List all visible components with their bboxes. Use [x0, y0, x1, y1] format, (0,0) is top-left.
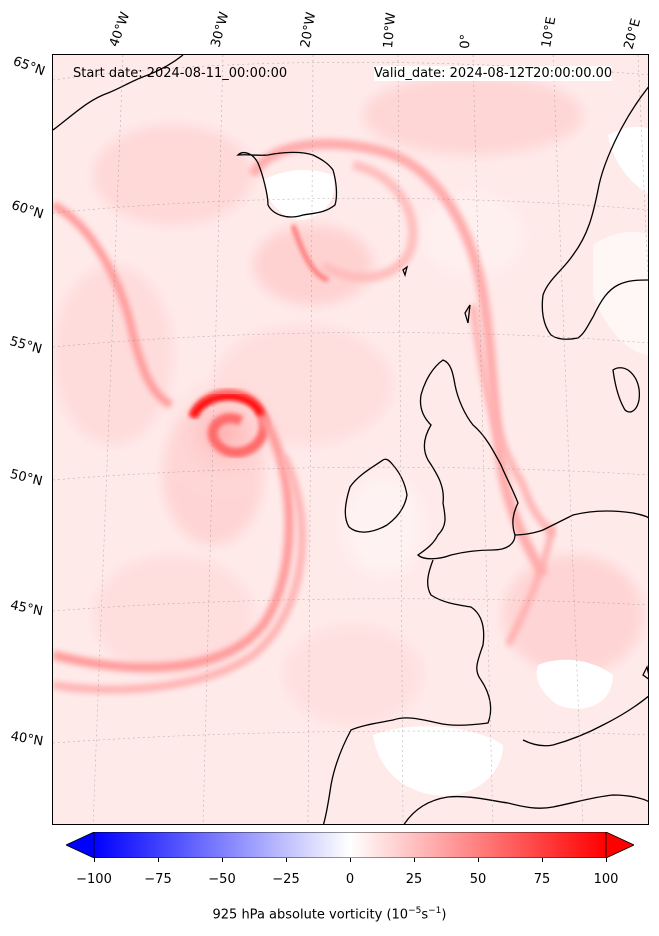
cbar-tickmark	[94, 858, 95, 862]
cbar-tick-label: 25	[405, 872, 423, 887]
lat-label-40n: 40°N	[9, 729, 45, 750]
colorbar-label: 925 hPa absolute vorticity (10−5s−1)	[0, 906, 659, 922]
lat-label-45n: 45°N	[8, 598, 45, 620]
cbar-tick-label: 50	[469, 872, 487, 887]
cbar-tickmark	[478, 858, 479, 862]
lat-label-55n: 55°N	[7, 334, 44, 358]
colorbar-max-extend	[605, 832, 634, 858]
cbar-tickmark	[158, 858, 159, 862]
iceland-swirl	[248, 139, 548, 578]
cbar-tickmark	[414, 858, 415, 862]
colorbar-label-unit: s	[421, 907, 429, 923]
cbar-tickmark	[286, 858, 287, 862]
colorbar-label-exp2: −1	[428, 906, 442, 916]
colorbar-label-main: 925 hPa absolute vorticity (10	[212, 907, 409, 923]
cbar-tick-label: −100	[76, 872, 112, 887]
valid-date-label: Valid_date: 2024-08-12T20:00:00.00	[374, 66, 613, 81]
cbar-tick-label: −25	[272, 872, 300, 887]
field-patches	[53, 75, 643, 725]
colorbar	[66, 832, 634, 858]
colorbar-label-exp1: −5	[408, 906, 422, 916]
france-spain-outline	[322, 559, 492, 824]
colorbar-gradient	[93, 832, 607, 858]
cyclone-low	[53, 363, 307, 694]
lat-label-60n: 60°N	[9, 198, 46, 223]
cbar-tickmark	[222, 858, 223, 862]
north-africa-outline	[403, 794, 648, 824]
colorbar-label-close: )	[441, 907, 447, 923]
lat-label-65n: 65°N	[10, 54, 47, 80]
norway-outline	[541, 86, 648, 340]
coastlines	[53, 55, 648, 824]
cbar-tick-label: 0	[345, 872, 355, 887]
lon-label-10e: 10°E	[539, 15, 560, 49]
lon-label-0: 0°	[458, 33, 474, 49]
biscay-band	[505, 524, 556, 647]
ireland-outline	[344, 458, 408, 533]
cbar-tickmark	[606, 858, 607, 862]
lon-label-30w: 30°W	[208, 10, 233, 49]
western-front-band	[53, 201, 174, 409]
cbar-tickmark	[350, 858, 351, 862]
iceland-outline	[236, 151, 338, 218]
lon-label-20e: 20°E	[621, 16, 645, 51]
cbar-tick-label: −75	[144, 872, 172, 887]
lon-label-40w: 40°W	[106, 10, 134, 49]
map-panel[interactable]	[52, 54, 649, 825]
great-britain-outline	[416, 359, 519, 560]
cbar-tick-label: −50	[208, 872, 236, 887]
lon-label-10w: 10°W	[381, 11, 400, 49]
north-sea-band	[469, 304, 556, 538]
cbar-tick-label: 100	[593, 872, 619, 887]
lat-label-50n: 50°N	[8, 467, 44, 490]
cbar-tick-label: 75	[533, 872, 551, 887]
colorbar-min-extend	[66, 832, 95, 858]
vorticity-field	[53, 55, 648, 824]
start-date-label: Start date: 2024-08-11_00:00:00	[73, 66, 288, 81]
lon-label-20w: 20°W	[298, 11, 320, 50]
graticule	[53, 55, 648, 824]
low-vorticity-areas	[263, 126, 648, 796]
cbar-tickmark	[542, 858, 543, 862]
